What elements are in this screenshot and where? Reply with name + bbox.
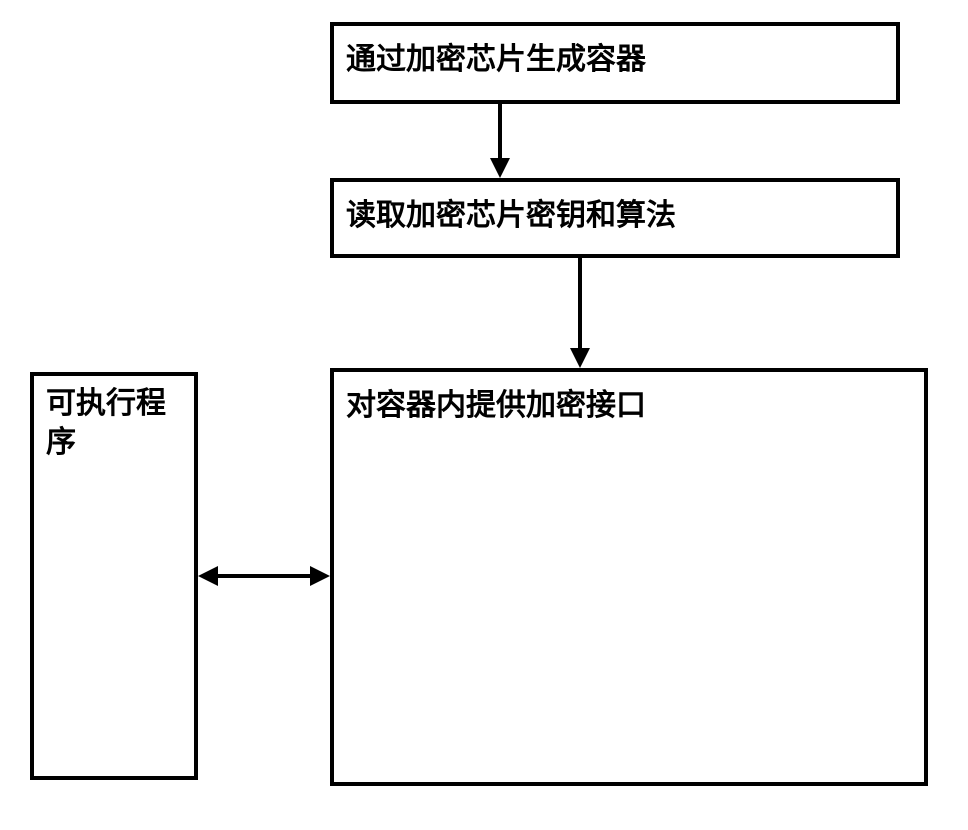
node-generate-container: 通过加密芯片生成容器 (330, 22, 900, 104)
node-label: 可执行程序 (46, 387, 166, 459)
arrow-4-to-3-bidirectional (198, 558, 330, 594)
node-executable-program: 可执行程序 (30, 372, 198, 780)
arrow-1-to-2 (480, 104, 520, 178)
node-encryption-interface: 对容器内提供加密接口 (330, 368, 928, 786)
arrow-2-to-3 (560, 258, 600, 368)
node-label: 通过加密芯片生成容器 (346, 43, 646, 76)
node-read-key-algorithm: 读取加密芯片密钥和算法 (330, 178, 900, 258)
node-label: 读取加密芯片密钥和算法 (346, 199, 676, 232)
node-label: 对容器内提供加密接口 (346, 389, 646, 422)
